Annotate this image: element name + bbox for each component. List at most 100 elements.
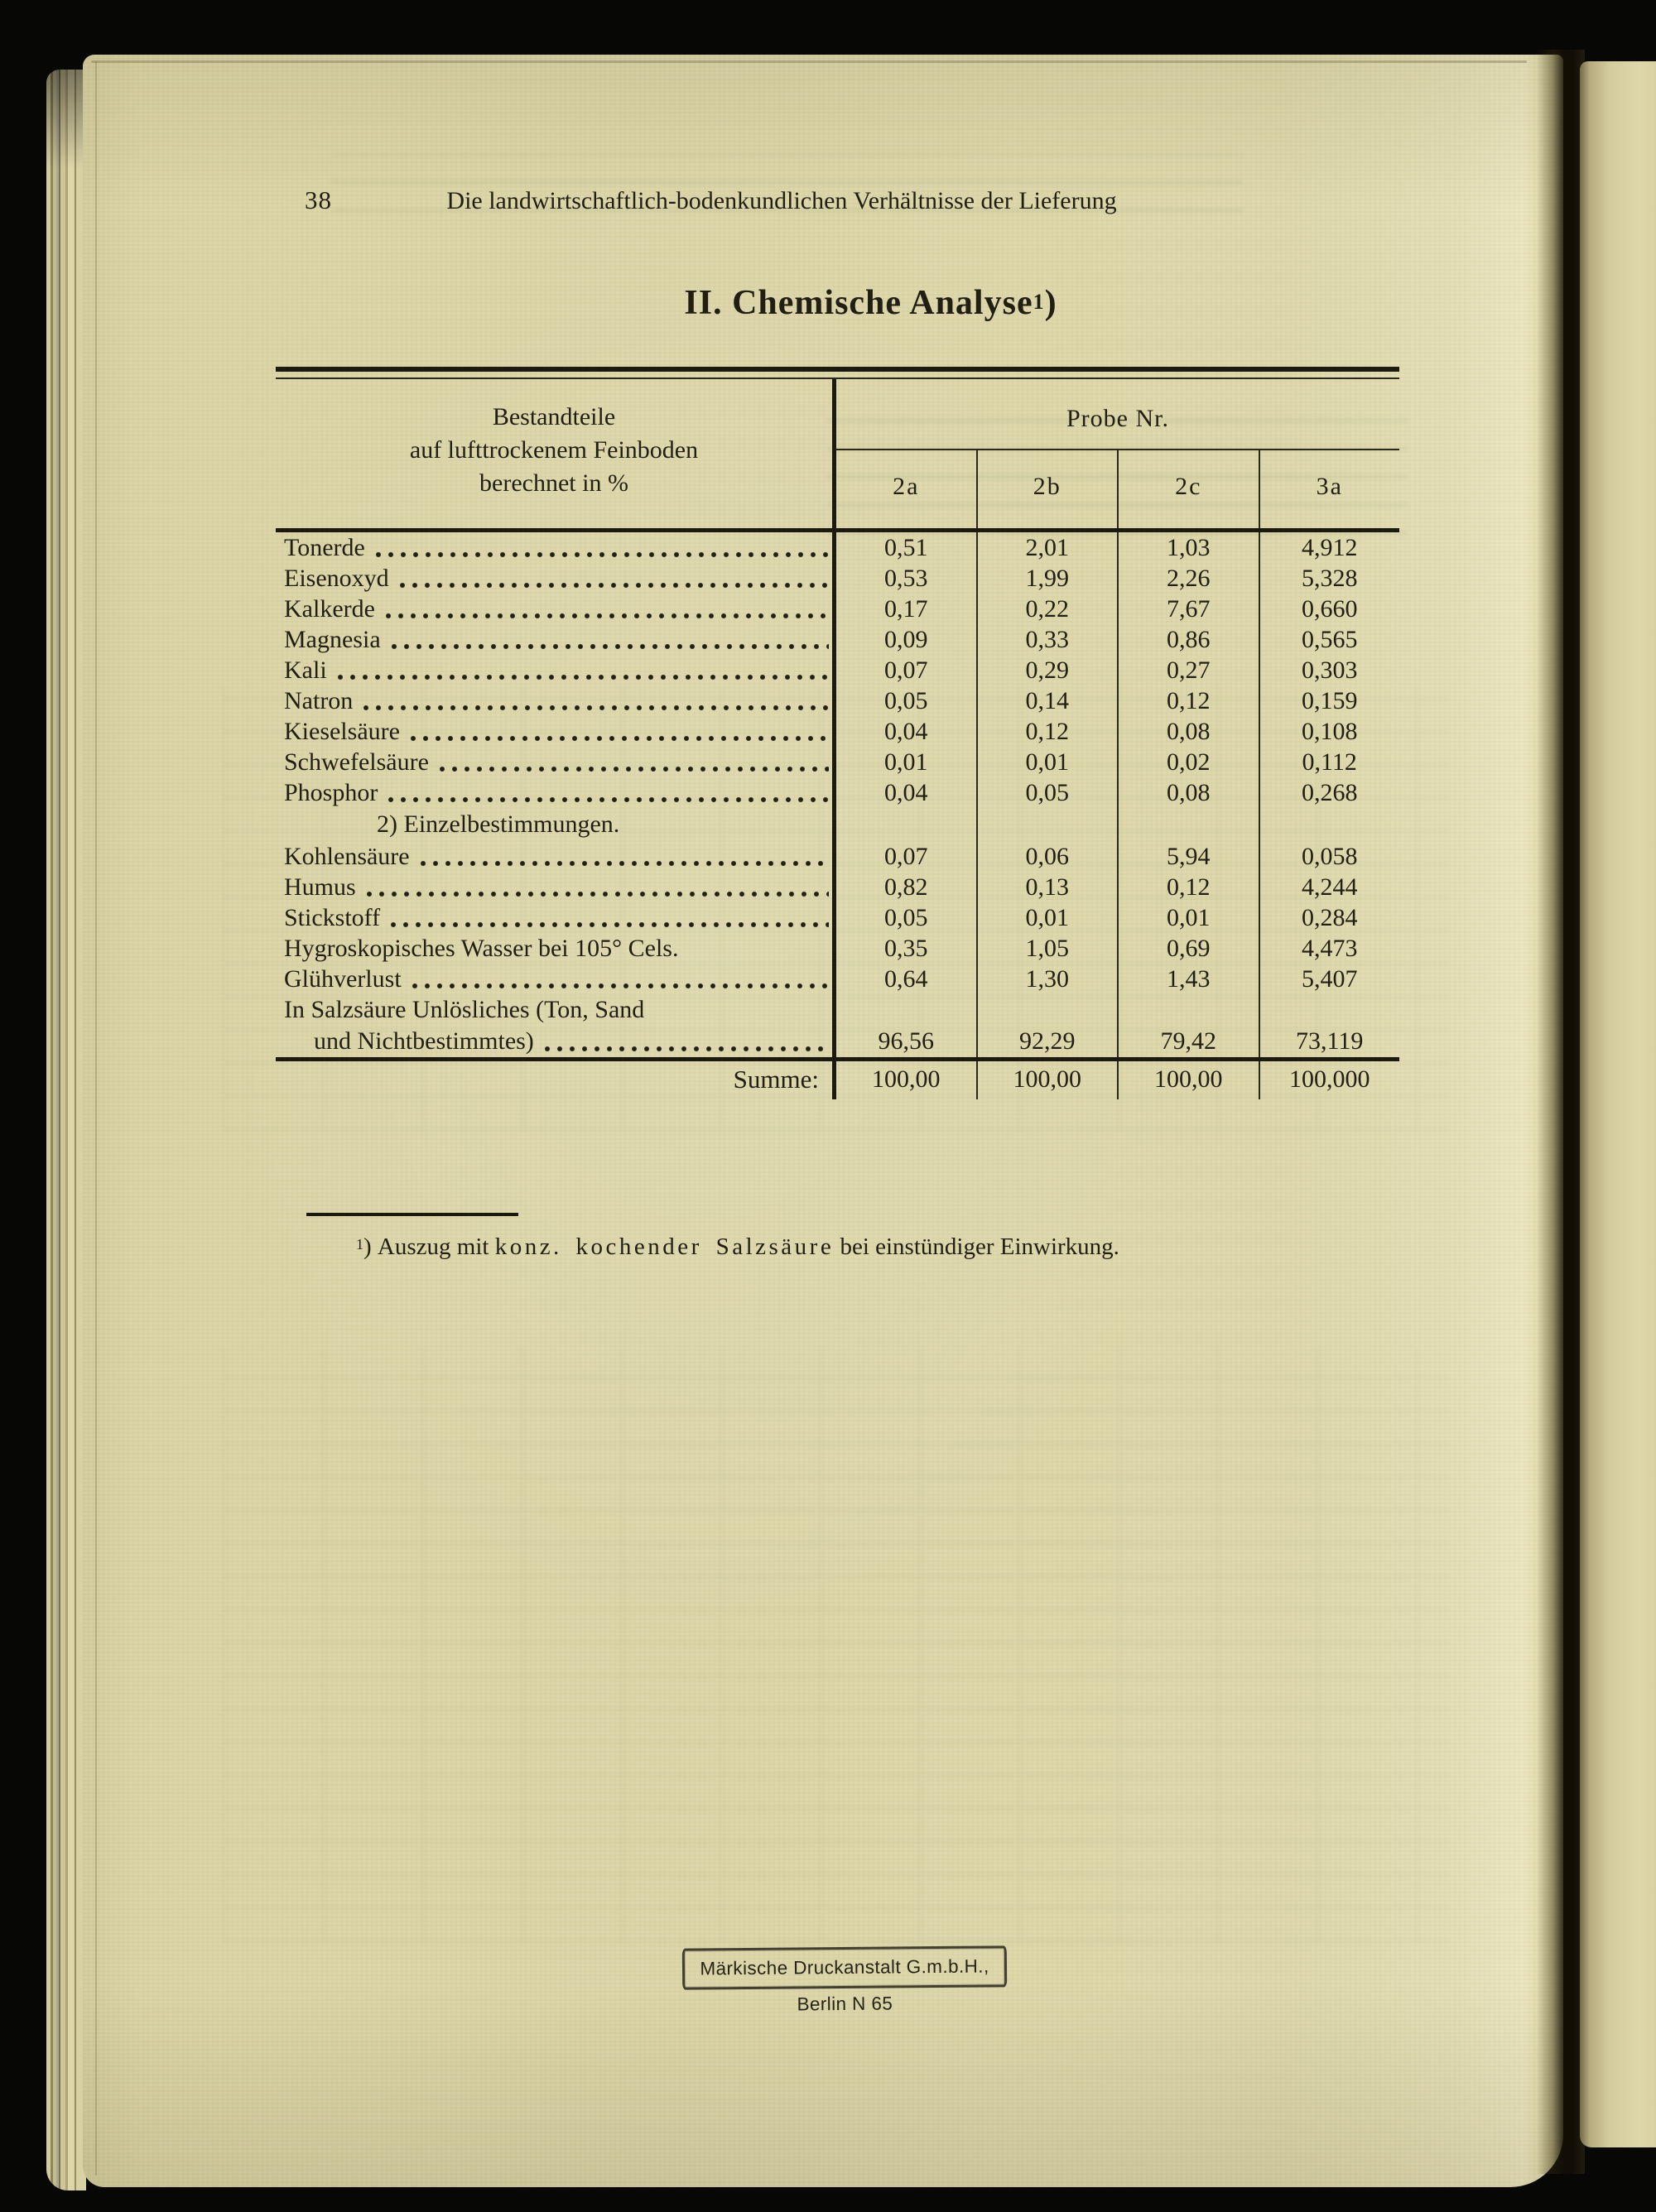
value-cell: 0,51: [832, 532, 976, 563]
stub-header-line: auf lufttrockenem Feinboden: [409, 436, 699, 464]
value-cell: 0,04: [832, 716, 976, 747]
value-cell: 0,13: [975, 872, 1118, 902]
table-row: Humus 0,82 0,13 0,12 4,244: [276, 872, 1399, 902]
value-cell: 0,04: [832, 777, 976, 808]
value-cell: 0,01: [832, 747, 976, 777]
table-row: Hygroskopisches Wasser bei 105° Cels. 0,3…: [276, 933, 1399, 964]
value-cell: 5,94: [1117, 841, 1259, 872]
page-left-edge: [95, 61, 97, 2176]
table-row: Stickstoff 0,05 0,01 0,01 0,284: [276, 902, 1399, 933]
table-row: Tonerde 0,51 2,01 1,03 4,912: [276, 532, 1399, 563]
row-label: Magnesia: [284, 626, 381, 653]
chemical-analysis-table: Bestandteile auf lufttrockenem Feinboden…: [276, 367, 1399, 1099]
leader-dots: [336, 674, 829, 680]
value-cell: 0,268: [1258, 777, 1400, 808]
title-footnote-marker: 1: [1033, 290, 1045, 314]
row-label-cell: Natron: [276, 685, 832, 716]
scanned-book-page: 38 Die landwirtschaftlich-bodenkundliche…: [83, 55, 1563, 2187]
table-header: Bestandteile auf lufttrockenem Feinboden…: [276, 379, 1399, 528]
table-top-rule: [276, 367, 1399, 372]
page-number: 38: [305, 185, 332, 214]
value-cell: 0,09: [832, 624, 976, 655]
value-cell: 0,01: [975, 902, 1118, 933]
row-label-cell: Phosphor: [276, 777, 832, 808]
table-stub-header: Bestandteile auf lufttrockenem Feinboden…: [276, 379, 832, 528]
stub-header-line: Bestandteile: [492, 403, 616, 430]
leader-dots: [398, 582, 829, 589]
stub-header-line: berechnet in %: [479, 469, 628, 497]
value-cell: 0,64: [832, 964, 976, 994]
value-cell: 100,000: [1258, 1061, 1400, 1099]
value-cell: 0,12: [975, 716, 1118, 747]
table-sum-rule: [276, 1057, 1399, 1061]
value-cell: [1117, 808, 1259, 841]
table-top-rule-thin: [276, 377, 1399, 379]
value-cell: 0,07: [832, 841, 976, 872]
value-cell: 1,99: [975, 563, 1118, 594]
value-cell: 4,912: [1258, 532, 1400, 563]
table-row: Phosphor 0,04 0,05 0,08 0,268: [276, 777, 1399, 808]
leader-dots: [365, 891, 829, 897]
value-cell: 0,12: [1117, 685, 1259, 716]
section-title-text: II. Chemische Analyse: [684, 284, 1033, 322]
row-label-text: und Nichtbestimmtes): [314, 1027, 534, 1055]
column-header-3a: 3a: [1258, 450, 1400, 528]
row-label: und Nichtbestimmtes): [276, 1026, 832, 1057]
value-cell: 0,35: [832, 933, 976, 964]
value-cell: 0,08: [1117, 716, 1259, 747]
row-label-cell: Schwefelsäure: [276, 747, 832, 777]
value-cell: 0,12: [1117, 872, 1259, 902]
value-cell: 100,00: [1117, 1061, 1259, 1099]
next-page-edge: [1580, 61, 1656, 2147]
footnote-marker: 1: [356, 1236, 363, 1253]
value-cell: 1,05: [975, 933, 1118, 964]
table-row: Natron 0,05 0,14 0,12 0,159: [276, 685, 1399, 716]
row-label: Kali: [284, 656, 327, 684]
footnote-marker-paren: ): [363, 1233, 372, 1260]
value-cell: 5,328: [1258, 563, 1400, 594]
value-cell: 1,30: [975, 964, 1118, 994]
row-label: Tonerde: [284, 534, 365, 561]
value-cell: 0,29: [975, 655, 1118, 685]
sum-row: Summe: 100,00 100,00 100,00 100,000: [276, 1061, 1399, 1099]
row-label-cell: Hygroskopisches Wasser bei 105° Cels.: [276, 933, 832, 964]
row-label: Hygroskopisches Wasser bei 105° Cels.: [284, 935, 679, 962]
leader-dots: [419, 860, 829, 867]
column-headers: 2a 2b 2c 3a: [836, 449, 1399, 528]
row-label: Kohlensäure: [284, 843, 410, 870]
row-label-cell: In Salzsäure Unlösliches (Ton, Sand und N…: [276, 994, 832, 1057]
table-row: Kalkerde 0,17 0,22 7,67 0,660: [276, 594, 1399, 624]
value-cell: 0,27: [1117, 655, 1259, 685]
value-cell: 0,07: [832, 655, 976, 685]
table-header-rule: [276, 528, 1399, 532]
row-label: Stickstoff: [284, 904, 381, 931]
probe-header-group: Probe Nr. 2a 2b 2c 3a: [832, 379, 1399, 528]
row-label-cell: Magnesia: [276, 624, 832, 655]
value-cell: 0,82: [832, 872, 976, 902]
section-header-row: 2) Einzelbestimmungen.: [276, 808, 1399, 841]
value-cell: 0,108: [1258, 716, 1400, 747]
value-cell: 0,01: [975, 747, 1118, 777]
value-cell: 100,00: [832, 1061, 976, 1099]
row-label: Eisenoxyd: [284, 565, 389, 592]
leader-dots: [390, 643, 829, 650]
value-cell: 0,058: [1258, 841, 1400, 872]
probe-header: Probe Nr.: [1066, 405, 1169, 432]
printer-stamp: Märkische Druckanstalt G.m.b.H., Berlin …: [681, 1945, 1008, 2015]
value-cell: [1258, 808, 1400, 841]
row-label-cell: Glühverlust: [276, 964, 832, 994]
value-cell: 0,159: [1258, 685, 1400, 716]
value-cell: 0,06: [975, 841, 1118, 872]
table-row: Magnesia 0,09 0,33 0,86 0,565: [276, 624, 1399, 655]
row-label: Phosphor: [284, 779, 378, 806]
value-cell: 0,05: [832, 902, 976, 933]
table-row: In Salzsäure Unlösliches (Ton, Sand und N…: [276, 994, 1399, 1057]
bleedthrough-ghost: [224, 1346, 1449, 1942]
book-page-stack-edge: [46, 70, 86, 2190]
footnote-text-suffix: bei einstündiger Einwirkung.: [840, 1233, 1119, 1260]
row-label: Schwefelsäure: [284, 748, 429, 776]
table-row: Kieselsäure 0,04 0,12 0,08 0,108: [276, 716, 1399, 747]
row-label-cell: Humus: [276, 872, 832, 902]
row-label-cell: Kohlensäure: [276, 841, 832, 872]
leader-dots: [543, 1046, 829, 1052]
